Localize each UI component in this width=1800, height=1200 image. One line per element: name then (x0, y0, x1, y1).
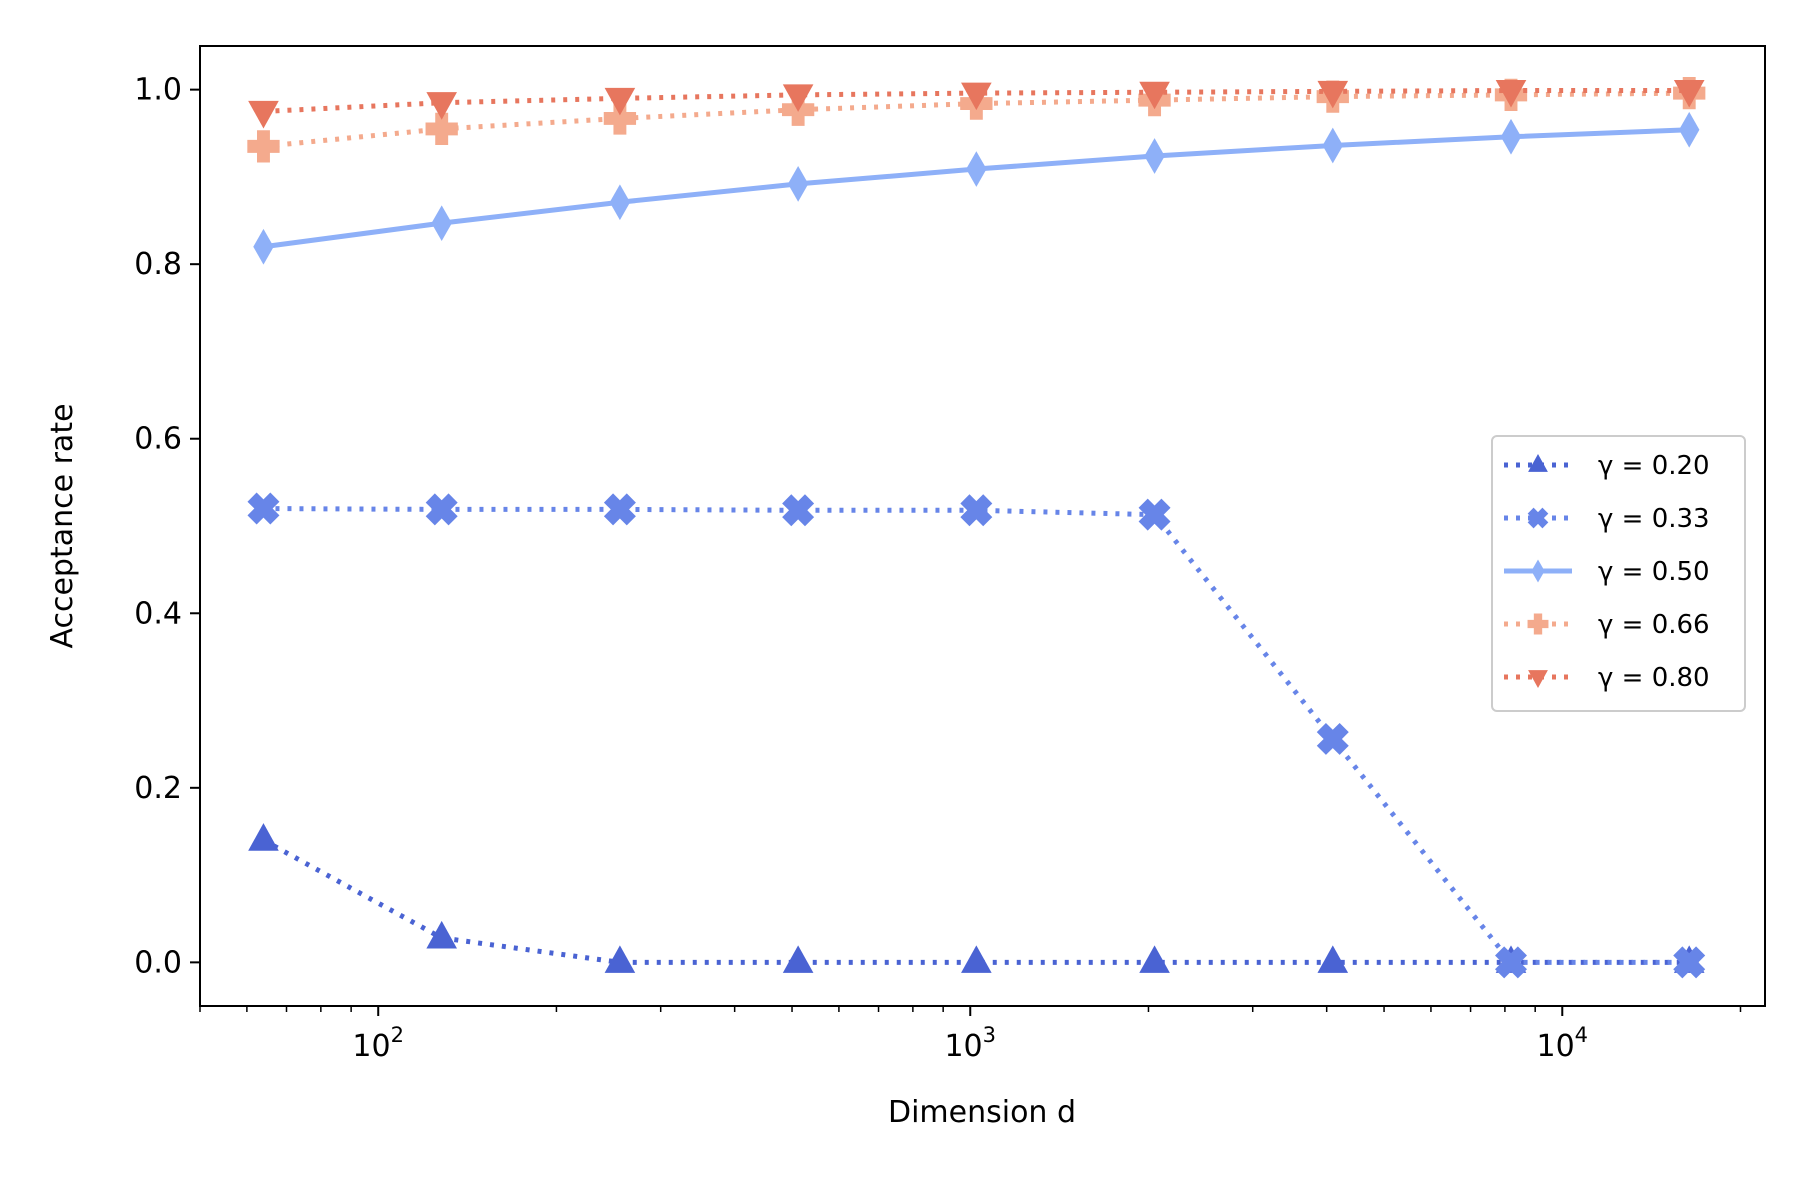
data-point (1673, 79, 1705, 108)
data-point (1317, 945, 1349, 973)
legend-label: γ = 0.80 (1598, 663, 1710, 693)
legend-item: γ = 0.33 (1504, 504, 1710, 534)
y-tick-label: 0.6 (134, 422, 182, 457)
legend-item: γ = 0.50 (1504, 557, 1710, 587)
data-point (1495, 79, 1527, 108)
data-point (609, 184, 631, 221)
data-point (426, 920, 457, 949)
series-line (263, 90, 1690, 149)
legend-label: γ = 0.66 (1598, 610, 1710, 640)
data-point (603, 493, 636, 526)
x-axis-label: Dimension d (888, 1095, 1076, 1130)
data-point (425, 493, 458, 526)
data-point (1495, 946, 1527, 979)
data-point (1144, 138, 1165, 174)
y-tick-label: 0.8 (134, 247, 182, 282)
x-axis-label-text: Dimension d (888, 1095, 1076, 1130)
x-tick-label: 103 (944, 1023, 996, 1064)
legend-marker (1531, 559, 1545, 583)
legend-marker (1527, 613, 1549, 635)
legend: γ = 0.20 γ = 0.33 γ = 0.50 γ = 0.66 γ = 0.80 (1491, 435, 1746, 712)
data-point (1317, 80, 1349, 109)
data-point (1139, 81, 1170, 110)
data-point (426, 92, 457, 120)
series-layer (247, 76, 1706, 979)
data-point (782, 84, 814, 112)
plot-frame (199, 45, 1766, 1007)
data-point (966, 151, 987, 187)
data-point (603, 102, 637, 135)
y-tick-label: 1.0 (134, 73, 182, 108)
legend-label: γ = 0.50 (1598, 557, 1710, 587)
y-axis-label: Acceptance rate (45, 403, 80, 648)
legend-item: γ = 0.80 (1504, 663, 1710, 693)
legend-label: γ = 0.33 (1598, 504, 1710, 534)
data-point (961, 945, 992, 973)
data-point (961, 82, 992, 111)
data-point (787, 166, 809, 202)
data-point (247, 130, 280, 163)
data-point (1679, 111, 1700, 148)
y-tick-label: 0.4 (134, 596, 182, 631)
series-1 (247, 492, 1706, 979)
series-line (262, 837, 1690, 965)
series-4 (248, 79, 1705, 129)
data-point (1139, 945, 1170, 973)
series-line (263, 506, 1690, 965)
data-point (782, 945, 814, 973)
data-point (1322, 127, 1343, 164)
data-point (425, 112, 458, 146)
data-point (248, 823, 279, 851)
data-point (782, 494, 815, 527)
x-tick-label: 102 (352, 1023, 404, 1064)
data-point (1500, 118, 1522, 155)
x-tick-label: 104 (1536, 1023, 1588, 1064)
legend-item: γ = 0.20 (1504, 451, 1710, 481)
data-point (253, 228, 274, 265)
legend-marker (1528, 670, 1548, 688)
x-axis: 102 103 104 (199, 1006, 1742, 1064)
y-axis: 0.0 0.2 0.4 0.6 0.8 1.0 (134, 73, 200, 980)
series-2 (253, 111, 1700, 265)
legend-marker (1527, 507, 1549, 529)
data-point (1316, 722, 1349, 755)
data-point (604, 87, 636, 116)
data-point (604, 945, 636, 973)
data-point (960, 494, 993, 527)
data-point (431, 205, 452, 242)
y-tick-label: 0.0 (134, 945, 182, 980)
y-tick-label: 0.2 (134, 771, 182, 806)
data-point (247, 492, 280, 525)
legend-marker (1528, 454, 1548, 472)
legend-box (1491, 435, 1746, 712)
legend-item: γ = 0.66 (1504, 610, 1710, 640)
legend-label: γ = 0.20 (1598, 451, 1710, 481)
data-point (1138, 498, 1171, 531)
data-point (1673, 946, 1706, 979)
series-line (263, 88, 1690, 114)
data-point (248, 100, 279, 129)
